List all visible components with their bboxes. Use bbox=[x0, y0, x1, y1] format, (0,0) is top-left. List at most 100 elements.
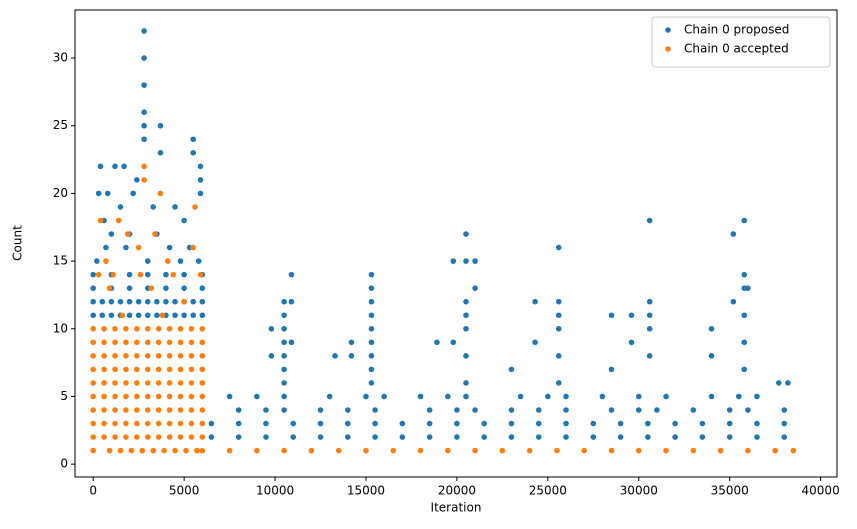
point bbox=[599, 393, 606, 400]
point bbox=[608, 447, 615, 454]
point bbox=[445, 393, 451, 400]
point bbox=[535, 420, 542, 427]
point bbox=[290, 420, 297, 427]
point bbox=[426, 407, 433, 413]
point bbox=[535, 434, 542, 440]
point bbox=[101, 380, 107, 386]
point bbox=[268, 325, 275, 332]
point bbox=[101, 339, 107, 346]
point bbox=[128, 447, 135, 454]
point bbox=[472, 407, 478, 413]
point bbox=[426, 420, 433, 427]
point bbox=[368, 380, 375, 386]
point bbox=[177, 325, 184, 332]
point bbox=[99, 312, 106, 319]
point bbox=[152, 231, 158, 237]
point bbox=[144, 420, 151, 427]
point bbox=[463, 258, 469, 264]
point bbox=[368, 353, 375, 359]
point bbox=[288, 271, 295, 278]
point bbox=[363, 447, 369, 454]
point bbox=[141, 55, 147, 61]
point bbox=[141, 136, 147, 143]
point bbox=[344, 420, 351, 427]
point bbox=[628, 312, 635, 319]
point bbox=[172, 447, 178, 454]
point bbox=[194, 447, 200, 454]
point bbox=[288, 339, 295, 346]
point bbox=[134, 177, 140, 183]
point bbox=[155, 420, 162, 427]
point bbox=[181, 285, 187, 291]
point bbox=[281, 339, 287, 346]
point bbox=[463, 298, 469, 305]
point bbox=[112, 380, 118, 386]
point bbox=[368, 339, 375, 346]
point bbox=[463, 380, 469, 386]
point bbox=[144, 271, 151, 278]
point bbox=[126, 271, 133, 278]
point bbox=[472, 258, 478, 264]
point bbox=[124, 231, 131, 237]
point bbox=[166, 325, 173, 332]
point bbox=[426, 434, 433, 440]
point bbox=[690, 447, 697, 454]
point bbox=[134, 407, 140, 413]
point bbox=[190, 244, 197, 251]
point bbox=[123, 434, 129, 440]
point bbox=[177, 420, 184, 427]
point bbox=[97, 217, 104, 224]
legend-marker bbox=[665, 46, 671, 52]
point bbox=[177, 366, 184, 373]
point bbox=[141, 122, 147, 129]
point bbox=[555, 353, 562, 359]
point bbox=[141, 28, 147, 34]
point bbox=[635, 447, 642, 454]
point bbox=[463, 325, 469, 332]
point bbox=[368, 325, 375, 332]
point bbox=[281, 298, 287, 305]
point bbox=[281, 325, 287, 332]
point bbox=[172, 312, 178, 319]
point bbox=[164, 258, 171, 264]
point bbox=[235, 434, 242, 440]
point bbox=[608, 366, 615, 373]
point bbox=[134, 325, 140, 332]
point bbox=[144, 312, 151, 319]
point bbox=[335, 447, 342, 454]
point bbox=[134, 353, 140, 359]
point bbox=[417, 393, 424, 400]
point bbox=[190, 312, 197, 319]
point bbox=[517, 393, 524, 400]
point bbox=[199, 312, 206, 319]
point bbox=[563, 393, 569, 400]
point bbox=[526, 447, 533, 454]
point bbox=[103, 258, 109, 264]
point bbox=[141, 82, 147, 88]
point bbox=[254, 447, 260, 454]
point bbox=[110, 271, 116, 278]
y-tick-label: 15 bbox=[53, 254, 68, 268]
point bbox=[155, 366, 162, 373]
point bbox=[754, 420, 760, 427]
y-tick-label: 0 bbox=[60, 457, 68, 471]
point bbox=[144, 407, 151, 413]
y-axis-label: Count bbox=[11, 225, 25, 261]
point bbox=[745, 447, 751, 454]
point bbox=[183, 447, 189, 454]
y-tick-label: 5 bbox=[60, 389, 68, 403]
point bbox=[646, 353, 653, 359]
point bbox=[646, 325, 653, 332]
series-points bbox=[90, 28, 791, 440]
point bbox=[90, 366, 96, 373]
point bbox=[348, 353, 355, 359]
point bbox=[555, 325, 562, 332]
point bbox=[235, 420, 242, 427]
point bbox=[144, 298, 151, 305]
point bbox=[188, 393, 195, 400]
point bbox=[481, 420, 487, 427]
point bbox=[135, 298, 142, 305]
point bbox=[708, 325, 715, 332]
point bbox=[199, 366, 206, 373]
point bbox=[195, 258, 202, 264]
